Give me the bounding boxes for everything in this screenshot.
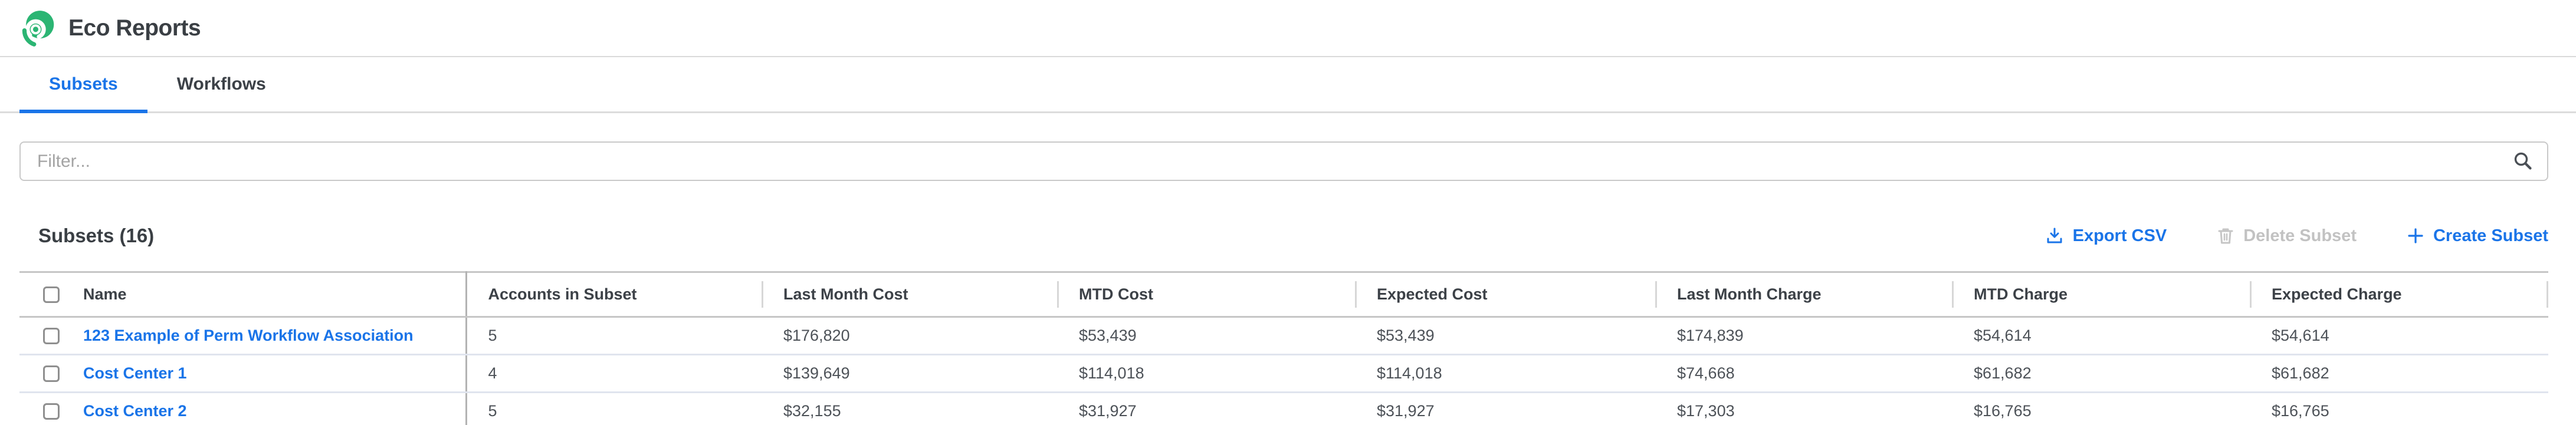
create-subset-label: Create Subset: [2433, 226, 2548, 245]
subset-name-link[interactable]: Cost Center 1: [83, 364, 187, 382]
row-checkbox[interactable]: [43, 365, 60, 382]
cell-mtd-charge: $16,765: [1952, 392, 2250, 425]
search-icon: [2514, 152, 2532, 170]
header-last-month-cost: Last Month Cost: [762, 271, 1058, 318]
subsets-count-heading: Subsets (16): [38, 225, 155, 246]
table-header-row: Name Accounts in Subset Last Month Cost …: [19, 271, 2548, 318]
cell-mtd-cost: $53,439: [1058, 317, 1356, 355]
subset-actions: Export CSV Delete Subset Create Subset: [2045, 226, 2548, 246]
cell-mtd-charge: $54,614: [1952, 317, 2250, 355]
cell-expected-cost: $31,927: [1356, 392, 1656, 425]
cell-expected-cost: $114,018: [1356, 354, 1656, 393]
tabbar: Subsets Workflows: [0, 57, 2576, 113]
cell-expected-charge: $61,682: [2250, 354, 2548, 393]
cell-last-month-cost: $139,649: [762, 354, 1058, 393]
app-header: Eco Reports: [0, 0, 2576, 57]
header-expected-cost: Expected Cost: [1355, 271, 1656, 318]
header-name: Name: [19, 271, 467, 318]
cell-accounts: 5: [466, 392, 762, 425]
cell-last-month-charge: $74,668: [1656, 354, 1952, 393]
cell-last-month-charge: $174,839: [1656, 317, 1952, 355]
cell-last-month-cost: $32,155: [762, 392, 1058, 425]
header-expected-charge: Expected Charge: [2250, 271, 2548, 318]
table-row: Cost Center 1 4 $139,649 $114,018 $114,0…: [19, 354, 2548, 393]
download-icon: [2047, 228, 2062, 243]
subset-name-link[interactable]: Cost Center 2: [83, 402, 187, 420]
header-accounts-in-subset: Accounts in Subset: [466, 271, 762, 318]
delete-subset-button[interactable]: Delete Subset: [2217, 226, 2357, 246]
header-mtd-cost: MTD Cost: [1057, 271, 1356, 318]
cell-mtd-cost: $114,018: [1058, 354, 1356, 393]
cell-accounts: 5: [466, 317, 762, 355]
header-last-month-charge: Last Month Charge: [1655, 271, 1952, 318]
table-row: 123 Example of Perm Workflow Association…: [19, 317, 2548, 355]
row-checkbox[interactable]: [43, 403, 60, 420]
eco-logo-icon: [22, 10, 54, 47]
cell-expected-charge: $16,765: [2250, 392, 2548, 425]
header-name-label: Name: [83, 285, 127, 303]
cell-accounts: 4: [466, 354, 762, 393]
filter-bar: [19, 141, 2548, 181]
tab-workflows[interactable]: Workflows: [176, 74, 266, 94]
page-title: Eco Reports: [68, 15, 201, 41]
cell-mtd-cost: $31,927: [1058, 392, 1356, 425]
trash-icon: [2218, 228, 2233, 244]
filter-input[interactable]: [19, 141, 2548, 181]
tab-subsets[interactable]: Subsets: [19, 57, 147, 113]
header-mtd-charge: MTD Charge: [1952, 271, 2250, 318]
cell-last-month-charge: $17,303: [1656, 392, 1952, 425]
export-csv-label: Export CSV: [2072, 226, 2167, 245]
row-checkbox[interactable]: [43, 327, 60, 344]
export-csv-button[interactable]: Export CSV: [2045, 226, 2167, 246]
table-row: Cost Center 2 5 $32,155 $31,927 $31,927 …: [19, 392, 2548, 425]
subset-name-link[interactable]: 123 Example of Perm Workflow Association: [83, 327, 414, 344]
cell-mtd-charge: $61,682: [1952, 354, 2250, 393]
cell-expected-cost: $53,439: [1356, 317, 1656, 355]
subsets-table: Name Accounts in Subset Last Month Cost …: [19, 271, 2548, 425]
subsets-section-header: Subsets (16) Export CSV Delete Subset: [19, 225, 2548, 247]
cell-last-month-cost: $176,820: [762, 317, 1058, 355]
create-subset-button[interactable]: Create Subset: [2407, 226, 2548, 246]
delete-subset-label: Delete Subset: [2243, 226, 2357, 245]
cell-expected-charge: $54,614: [2250, 317, 2548, 355]
select-all-checkbox[interactable]: [43, 286, 60, 303]
plus-icon: [2408, 228, 2423, 243]
